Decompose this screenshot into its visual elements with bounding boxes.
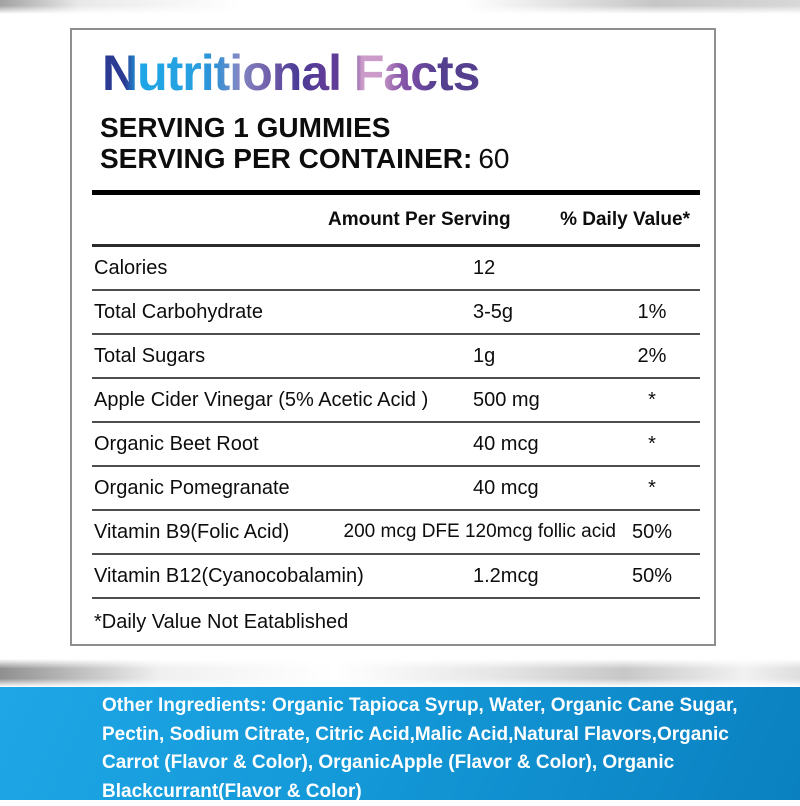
- background-bottom-sheen: [0, 659, 800, 687]
- table-row: Organic Pomegranate 40 mcg *: [92, 467, 700, 511]
- row-name: Vitamin B9(Folic Acid): [92, 521, 289, 544]
- header-amount-per-serving: Amount Per Serving: [328, 209, 511, 231]
- header-daily-value: % Daily Value*: [560, 209, 690, 231]
- daily-value-footnote: *Daily Value Not Eatablished: [92, 599, 700, 645]
- other-ingredients-line: Blackcurrant(Flavor & Color): [102, 778, 738, 806]
- row-amount: 500 mg: [473, 389, 604, 412]
- other-ingredients-text: Other Ingredients: Organic Tapioca Syrup…: [102, 692, 738, 806]
- row-amount: 1g: [473, 345, 604, 368]
- row-name: Total Carbohydrate: [92, 301, 473, 324]
- background-top-sheen: [0, 0, 800, 14]
- servings-per-container-line: SERVING PER CONTAINER:60: [100, 143, 510, 174]
- nutrition-facts-panel: Nutritional Facts SERVING 1 GUMMIES SERV…: [70, 28, 716, 646]
- table-row: Total Sugars 1g 2%: [92, 335, 700, 379]
- table-row: Vitamin B12(Cyanocobalamin) 1.2mcg 50%: [92, 555, 700, 599]
- row-name: Apple Cider Vinegar (5% Acetic Acid ): [92, 389, 473, 412]
- row-daily-value: 1%: [604, 301, 700, 324]
- other-ingredients-line: Pectin, Sodium Citrate, Citric Acid,Mali…: [102, 721, 738, 750]
- other-ingredients-line: Carrot (Flavor & Color), OrganicApple (F…: [102, 749, 738, 778]
- other-ingredients-line: Other Ingredients: Organic Tapioca Syrup…: [102, 692, 738, 721]
- row-name: Organic Beet Root: [92, 433, 473, 456]
- row-daily-value: *: [604, 477, 700, 500]
- table-header: Amount Per Serving % Daily Value*: [92, 190, 700, 247]
- row-name: Organic Pomegranate: [92, 477, 473, 500]
- other-ingredients-band: Other Ingredients: Organic Tapioca Syrup…: [0, 687, 800, 800]
- panel-title: Nutritional Facts: [102, 44, 479, 102]
- table-row: Calories 12: [92, 247, 700, 291]
- row-daily-value: 50%: [604, 521, 700, 544]
- table-row: Apple Cider Vinegar (5% Acetic Acid ) 50…: [92, 379, 700, 423]
- row-amount: 200 mcg DFE 120mcg follic acid: [289, 521, 616, 543]
- row-name: Calories: [92, 257, 473, 280]
- row-name: Total Sugars: [92, 345, 473, 368]
- row-amount: 40 mcg: [473, 433, 604, 456]
- row-amount: 40 mcg: [473, 477, 604, 500]
- table-row: Total Carbohydrate 3-5g 1%: [92, 291, 700, 335]
- servings-per-container-label: SERVING PER CONTAINER:: [100, 143, 472, 174]
- row-name: Vitamin B12(Cyanocobalamin): [92, 565, 473, 588]
- row-amount: 3-5g: [473, 301, 604, 324]
- row-amount: 12: [473, 257, 604, 280]
- row-amount: 1.2mcg: [473, 565, 604, 588]
- servings-per-container-value: 60: [478, 143, 509, 174]
- table-row: Vitamin B9(Folic Acid) 200 mcg DFE 120mc…: [92, 511, 700, 555]
- table-row: Organic Beet Root 40 mcg *: [92, 423, 700, 467]
- serving-info: SERVING 1 GUMMIES SERVING PER CONTAINER:…: [100, 112, 510, 174]
- serving-size-line: SERVING 1 GUMMIES: [100, 112, 510, 143]
- row-daily-value: *: [604, 389, 700, 412]
- row-daily-value: 50%: [604, 565, 700, 588]
- row-daily-value: 2%: [604, 345, 700, 368]
- facts-table: Amount Per Serving % Daily Value* Calori…: [92, 190, 700, 645]
- row-daily-value: *: [604, 433, 700, 456]
